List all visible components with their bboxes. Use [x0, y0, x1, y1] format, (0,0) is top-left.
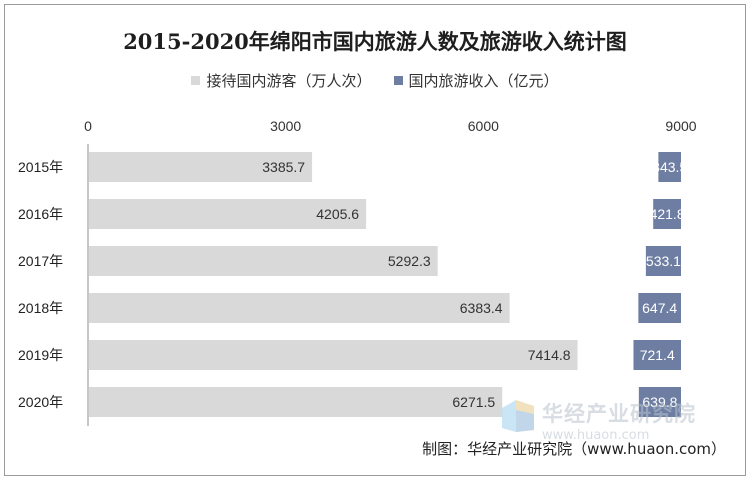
data-label-revenue: 639.8 [642, 394, 677, 410]
bar-visitors [89, 152, 313, 182]
data-label-visitors: 6271.5 [452, 394, 495, 410]
x-tick-label: 9000 [665, 118, 696, 134]
data-label-visitors: 5292.3 [388, 253, 431, 269]
legend-swatch-visitors [191, 76, 201, 85]
data-label-revenue: 421.8 [650, 206, 685, 222]
bar-visitors [89, 340, 578, 370]
x-tick-label: 6000 [468, 118, 499, 134]
bar-revenue [638, 293, 681, 323]
bar-revenue [638, 387, 681, 417]
legend-label-revenue: 国内旅游收入（亿元） [408, 72, 559, 90]
data-label-visitors: 3385.7 [262, 159, 305, 175]
legend-item-revenue: 国内旅游收入（亿元） [393, 70, 559, 91]
data-label-revenue: 721.4 [640, 347, 675, 363]
category-label: 2016年 [18, 206, 63, 222]
watermark-name: 华经产业研究院 [542, 402, 696, 426]
watermark-logo-icon [502, 400, 534, 432]
bar-revenue [645, 246, 681, 276]
data-label-revenue: 647.4 [642, 300, 677, 316]
data-label-visitors: 7414.8 [528, 347, 571, 363]
watermark: 华经产业研究院 www.huaon.com [500, 398, 696, 443]
bar-visitors [89, 387, 503, 417]
category-label: 2020年 [18, 394, 63, 410]
bar-visitors [89, 199, 367, 229]
bar-revenue [658, 152, 681, 182]
data-label-revenue: 343.5 [652, 159, 687, 175]
bar-revenue [633, 340, 681, 370]
x-tick-label: 3000 [270, 118, 301, 134]
category-label: 2018年 [18, 300, 63, 316]
chart-legend: 接待国内游客（万人次） 国内旅游收入（亿元） [0, 70, 750, 91]
data-label-visitors: 4205.6 [316, 206, 359, 222]
category-label: 2019年 [18, 347, 63, 363]
category-label: 2017年 [18, 253, 63, 269]
source-note: 制图：华经产业研究院（www.huaon.com） [422, 440, 726, 458]
data-label-revenue: 533.1 [646, 253, 681, 269]
bar-revenue [653, 199, 681, 229]
legend-item-visitors: 接待国内游客（万人次） [191, 70, 372, 91]
data-label-visitors: 6383.4 [460, 300, 503, 316]
watermark-url: www.huaon.com [542, 428, 650, 443]
legend-swatch-revenue [393, 76, 403, 85]
x-tick-label: 0 [84, 118, 92, 134]
bar-visitors [89, 246, 438, 276]
legend-label-visitors: 接待国内游客（万人次） [206, 72, 372, 90]
category-label: 2015年 [18, 159, 63, 175]
bar-visitors [89, 293, 510, 323]
chart-title: 2015-2020年绵阳市国内旅游人数及旅游收入统计图 [123, 29, 627, 54]
